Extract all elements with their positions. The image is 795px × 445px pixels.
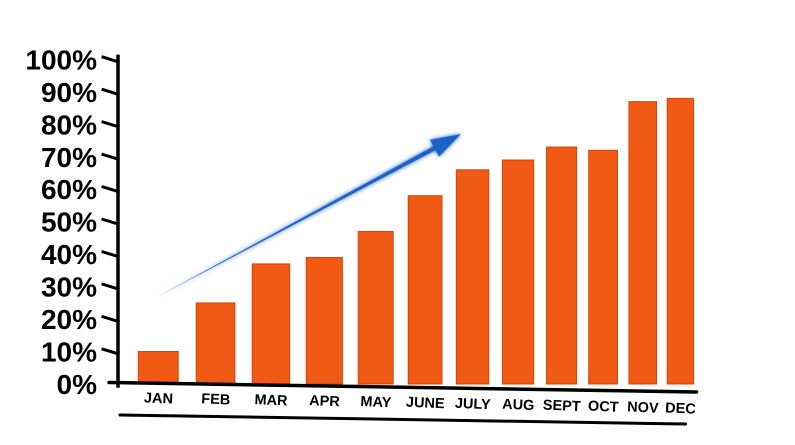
svg-text:SEPT: SEPT xyxy=(543,397,582,415)
svg-text:MAR: MAR xyxy=(254,392,288,409)
svg-text:APR: APR xyxy=(309,393,341,410)
svg-text:30%: 30% xyxy=(41,272,97,303)
svg-text:50%: 50% xyxy=(41,207,97,238)
svg-text:JAN: JAN xyxy=(144,390,174,407)
svg-text:DEC: DEC xyxy=(665,400,697,417)
svg-text:40%: 40% xyxy=(41,239,97,270)
svg-text:JUNE: JUNE xyxy=(406,395,446,413)
svg-text:0%: 0% xyxy=(57,369,98,400)
svg-text:90%: 90% xyxy=(41,77,97,108)
svg-text:100%: 100% xyxy=(25,44,97,75)
svg-text:NOV: NOV xyxy=(627,399,659,416)
svg-text:70%: 70% xyxy=(41,142,97,173)
svg-text:AUG: AUG xyxy=(502,397,535,414)
svg-text:80%: 80% xyxy=(41,109,97,140)
svg-text:10%: 10% xyxy=(41,337,97,368)
svg-text:OCT: OCT xyxy=(588,399,619,416)
svg-text:JULY: JULY xyxy=(455,396,492,414)
svg-text:MAY: MAY xyxy=(360,394,392,411)
svg-text:60%: 60% xyxy=(41,174,97,205)
svg-text:FEB: FEB xyxy=(201,391,231,408)
svg-text:20%: 20% xyxy=(41,304,97,335)
